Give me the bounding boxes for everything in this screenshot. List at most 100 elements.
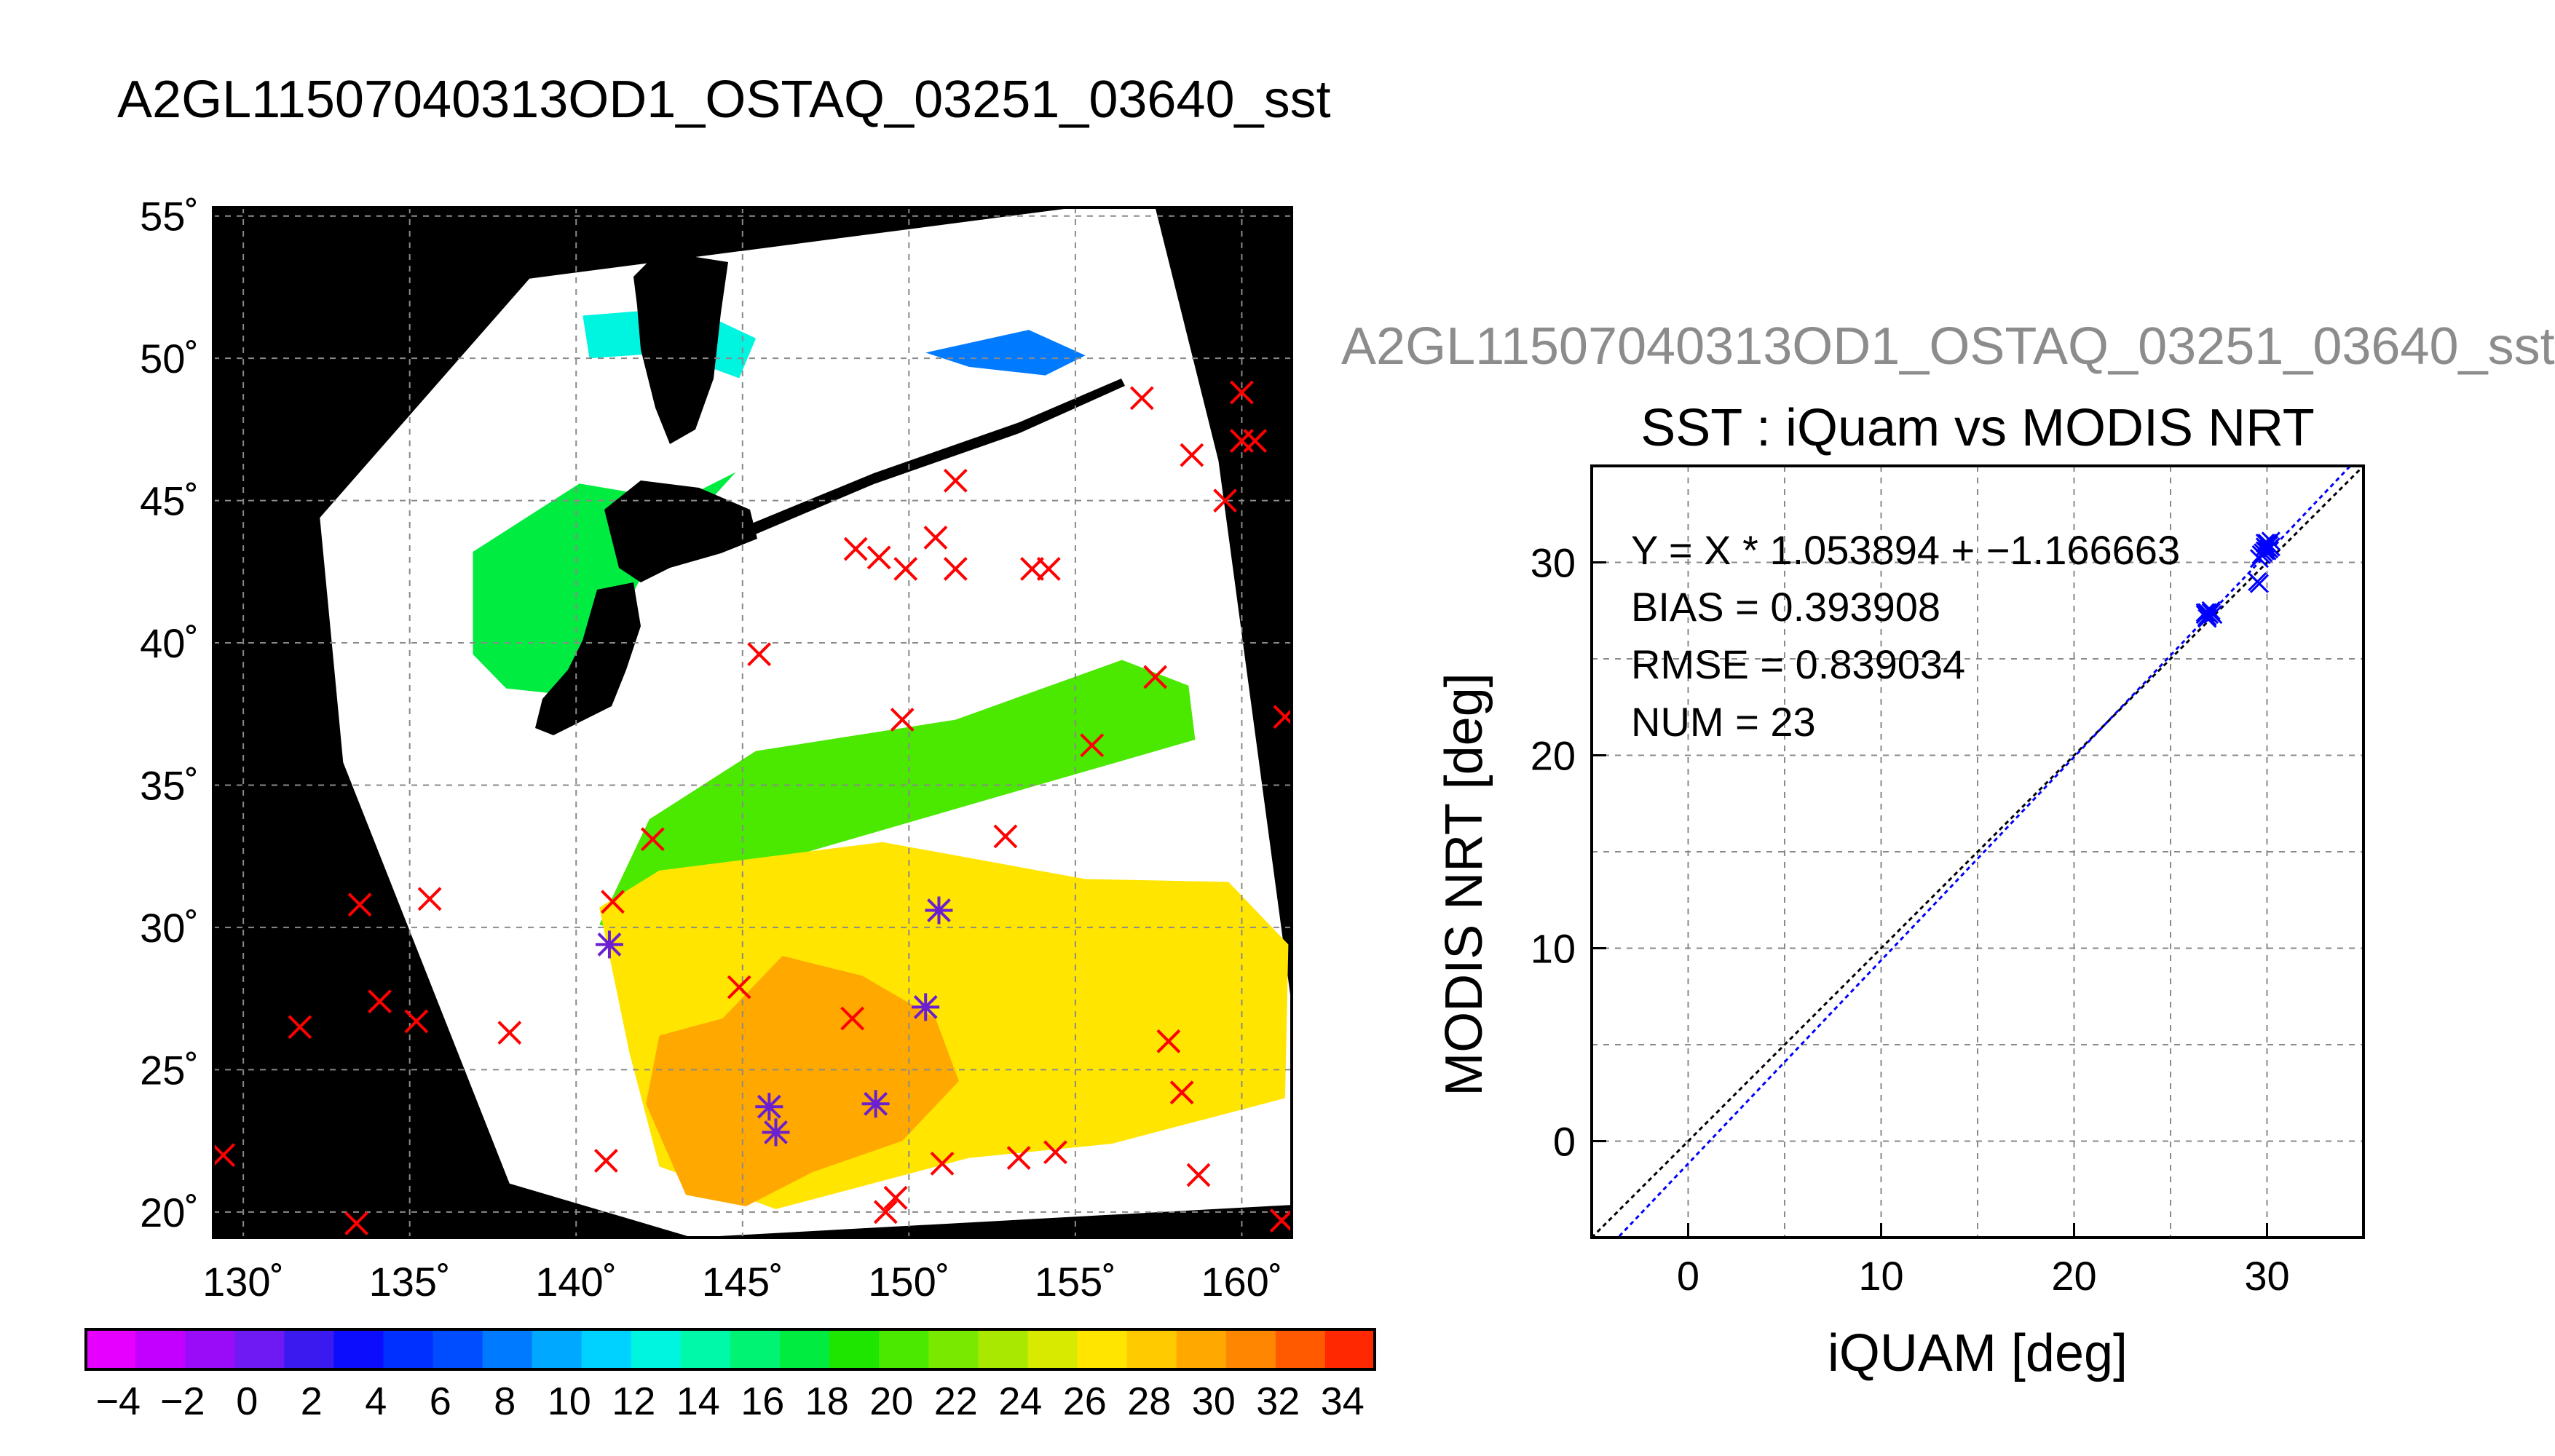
station-cross-marker bbox=[1243, 429, 1268, 453]
station-cross-marker bbox=[1269, 1208, 1292, 1233]
scatter-suptitle: A2GL11507040313OD1_OSTAQ_03251_03640_sst bbox=[1341, 317, 2555, 376]
station-cross-marker bbox=[747, 642, 772, 667]
scatter-grid bbox=[1592, 466, 2364, 1238]
station-cross-marker bbox=[1186, 1163, 1211, 1187]
station-cross-marker bbox=[497, 1021, 522, 1045]
station-cross-marker bbox=[344, 1211, 368, 1235]
hokkaido-island bbox=[604, 480, 757, 582]
station-cross-marker bbox=[893, 557, 918, 581]
colorbar-tick-label: 16 bbox=[741, 1380, 784, 1423]
colorbar-tick-label: 2 bbox=[301, 1380, 323, 1423]
latitude-tick-label: 55˚ bbox=[140, 194, 199, 240]
sakhalin-island bbox=[633, 251, 728, 444]
colorbar-cell bbox=[1027, 1329, 1078, 1369]
sst-region bbox=[925, 330, 1086, 376]
honshu-island bbox=[535, 582, 641, 735]
station-cross-marker bbox=[368, 989, 392, 1013]
latitude-tick-label: 45˚ bbox=[140, 478, 199, 524]
japan-landmass bbox=[535, 251, 1125, 735]
station-cross-marker bbox=[640, 827, 665, 852]
colorbar-tick-label: 6 bbox=[430, 1380, 451, 1423]
scatter-frame bbox=[1590, 464, 2365, 1239]
colorbar-tick-label: 4 bbox=[365, 1380, 387, 1423]
station-cross-marker bbox=[1143, 665, 1168, 689]
identity-line bbox=[1592, 466, 2364, 1238]
colorbar-cells bbox=[86, 1329, 1375, 1369]
scatter-title: SST : iQuam vs MODIS NRT bbox=[1640, 399, 2315, 457]
station-star-marker bbox=[912, 993, 940, 1021]
station-cross-marker bbox=[1180, 443, 1204, 467]
sst-region bbox=[646, 956, 959, 1206]
station-cross-marker bbox=[347, 893, 372, 917]
station-cross-marker bbox=[866, 545, 891, 570]
colorbar-tick-label: 12 bbox=[612, 1380, 655, 1423]
station-cross-marker bbox=[593, 1149, 618, 1173]
longitude-tick-label: 160˚ bbox=[1201, 1259, 1282, 1305]
sst-regions bbox=[473, 306, 1289, 1209]
colorbar-cell bbox=[680, 1329, 731, 1369]
scatter-point bbox=[2261, 537, 2280, 557]
station-cross-marker bbox=[1129, 386, 1154, 411]
scatter-y-tick-label: 20 bbox=[1531, 733, 1576, 779]
colorbar-cell bbox=[1077, 1329, 1128, 1369]
colorbar-frame bbox=[84, 1328, 1376, 1371]
station-cross-marker bbox=[1036, 557, 1061, 581]
colorbar-cell bbox=[86, 1329, 136, 1369]
scatter-x-tick-label: 0 bbox=[1677, 1253, 1699, 1299]
colorbar-cell bbox=[1275, 1329, 1326, 1369]
scatter-y-axis-label: MODIS NRT [deg] bbox=[1435, 673, 1493, 1096]
colorbar-tick-label: 30 bbox=[1192, 1380, 1236, 1423]
colorbar-tick-label: 8 bbox=[494, 1380, 516, 1423]
longitude-tick-label: 150˚ bbox=[868, 1259, 949, 1305]
colorbar-tick-label: −2 bbox=[160, 1380, 205, 1423]
station-cross-marker bbox=[288, 1015, 312, 1040]
station-star-marker bbox=[595, 930, 623, 959]
scatter-x-tick-label: 10 bbox=[1858, 1253, 1903, 1299]
scatter-point bbox=[2255, 533, 2275, 553]
colorbar-tick-label: 14 bbox=[676, 1380, 720, 1423]
station-star-marker bbox=[755, 1093, 783, 1121]
colorbar-tick-label: 22 bbox=[934, 1380, 978, 1423]
scatter-x-tick-label: 20 bbox=[2051, 1253, 2096, 1299]
station-cross-marker bbox=[1043, 1140, 1067, 1165]
station-cross-marker bbox=[1006, 1146, 1031, 1170]
colorbar-cell bbox=[383, 1329, 434, 1369]
latitude-tick-label: 20˚ bbox=[140, 1190, 199, 1235]
scatter-annotation-num: NUM = 23 bbox=[1631, 699, 1816, 745]
station-cross-marker bbox=[1169, 1080, 1194, 1105]
scatter-point bbox=[2203, 604, 2223, 625]
scatter-x-axis-label: iQUAM [deg] bbox=[1828, 1324, 2128, 1382]
scatter-plot: A2GL11507040313OD1_OSTAQ_03251_03640_sst… bbox=[1341, 317, 2555, 1382]
station-cross-marker bbox=[213, 1143, 236, 1168]
colorbar-tick-labels: −4 −2 0 2 4 6 8 10 12 14 16 18 20 22 24 26 28 30 32 34 bbox=[95, 1380, 1364, 1423]
station-cross-marker bbox=[930, 1151, 955, 1176]
scatter-point bbox=[2195, 603, 2215, 622]
station-star-marker bbox=[925, 896, 953, 925]
station-cross-marker bbox=[843, 537, 868, 561]
colorbar-tick-label: 10 bbox=[548, 1380, 591, 1423]
scatter-x-tick-labels: 0 10 20 30 bbox=[1677, 1223, 2290, 1299]
scatter-y-tick-label: 0 bbox=[1553, 1119, 1576, 1165]
colorbar-cell bbox=[829, 1329, 880, 1369]
scatter-point bbox=[2261, 531, 2280, 551]
colorbar-cell bbox=[532, 1329, 583, 1369]
station-markers bbox=[213, 380, 1292, 1235]
colorbar-cell bbox=[978, 1329, 1028, 1369]
station-cross-marker bbox=[1156, 1029, 1181, 1053]
scatter-point bbox=[2201, 601, 2221, 620]
colorbar-tick-label: 0 bbox=[236, 1380, 258, 1423]
map-frame bbox=[212, 206, 1293, 1239]
station-cross-marker bbox=[943, 557, 968, 581]
longitude-tick-label: 135˚ bbox=[369, 1259, 451, 1305]
colorbar-cell bbox=[185, 1329, 235, 1369]
scatter-points bbox=[2195, 531, 2280, 628]
station-cross-marker bbox=[404, 1009, 429, 1034]
colorbar-cell bbox=[284, 1329, 334, 1369]
station-cross-marker bbox=[1213, 488, 1237, 513]
station-cross-marker bbox=[1080, 733, 1105, 758]
map-title: A2GL11507040313OD1_OSTAQ_03251_03640_sst bbox=[117, 71, 1331, 129]
colorbar-tick-label: 32 bbox=[1256, 1380, 1300, 1423]
station-cross-marker bbox=[883, 1185, 908, 1210]
colorbar-cell bbox=[730, 1329, 781, 1369]
station-cross-marker bbox=[840, 1006, 865, 1031]
